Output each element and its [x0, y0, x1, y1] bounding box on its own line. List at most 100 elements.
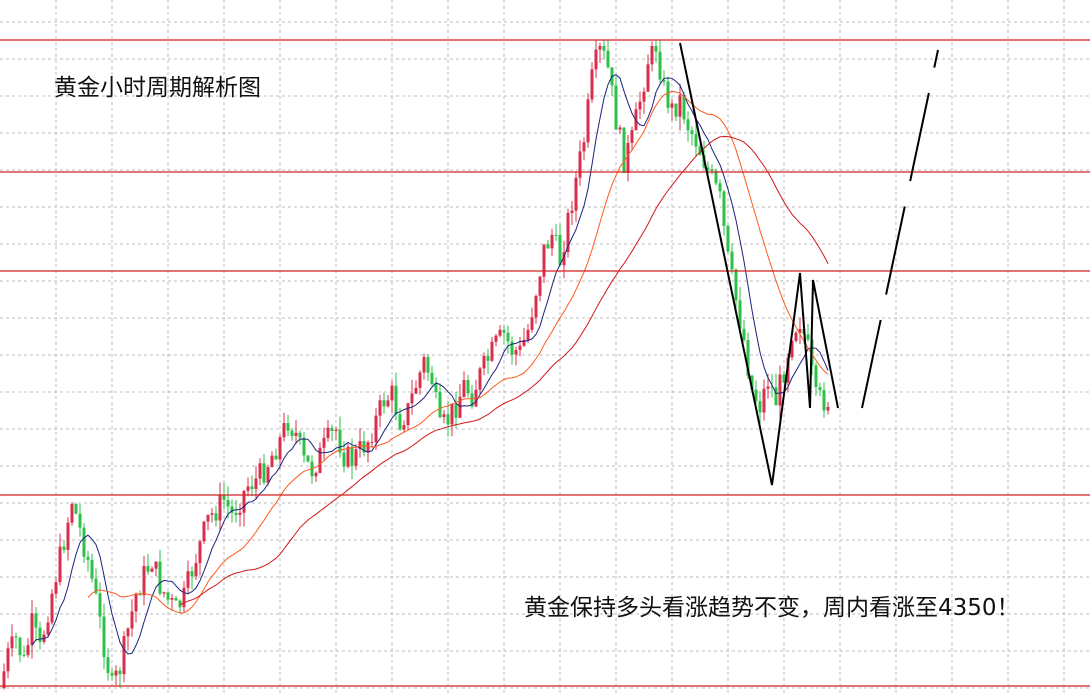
projection-zigzag — [679, 42, 839, 486]
candle-body — [470, 393, 474, 407]
candle-body — [106, 657, 110, 673]
candle-body — [214, 513, 218, 521]
candle-body — [390, 385, 394, 401]
candle-body — [686, 119, 690, 131]
candle-body — [226, 500, 230, 507]
candle-body — [698, 146, 702, 155]
candle-body — [758, 401, 762, 413]
candle-body — [734, 269, 738, 301]
candle-body — [162, 592, 166, 594]
candle-body — [306, 455, 310, 462]
candle-body — [622, 127, 626, 173]
candle-body — [602, 46, 606, 51]
candle-body — [694, 134, 698, 147]
candle-body — [2, 671, 6, 688]
candle-body — [254, 478, 258, 489]
candle-body — [246, 486, 250, 491]
candle-body — [550, 234, 554, 249]
candle-body — [638, 101, 642, 110]
candle-body — [394, 385, 398, 415]
candle-body — [614, 85, 618, 130]
candle-body — [198, 541, 202, 564]
candle-body — [398, 414, 402, 430]
candle-body — [466, 380, 470, 394]
candle-body — [346, 446, 350, 467]
candle-body — [482, 356, 486, 369]
candle-body — [342, 452, 346, 467]
candle-body — [822, 390, 826, 411]
candle-body — [526, 329, 530, 340]
candle-body — [710, 169, 714, 171]
candle-body — [322, 437, 326, 448]
candle-body — [178, 600, 182, 608]
candle-body — [358, 441, 362, 450]
candle-body — [498, 329, 502, 336]
candle-body — [806, 334, 810, 340]
candle-body — [458, 396, 462, 418]
candle-body — [650, 46, 654, 65]
candle-body — [374, 415, 378, 442]
candle-body — [382, 400, 386, 407]
candle-body — [274, 455, 278, 460]
candle-body — [742, 328, 746, 340]
candle-body — [706, 167, 710, 170]
candle-body — [150, 568, 154, 572]
candle-body — [298, 432, 302, 438]
candle-body — [654, 46, 658, 52]
candle-body — [510, 341, 514, 355]
candle-body — [454, 403, 458, 418]
candle-body — [14, 636, 18, 638]
candle-body — [334, 429, 338, 431]
candle-body — [38, 627, 42, 642]
candle-body — [282, 423, 286, 438]
candle-body — [34, 613, 38, 628]
candle-body — [562, 252, 566, 266]
candle-body — [46, 622, 50, 635]
candle-body — [330, 427, 334, 431]
chart-title: 黄金小时周期解析图 — [54, 75, 261, 101]
candle-body — [554, 234, 558, 236]
candle-body — [782, 374, 786, 383]
candle-body — [642, 91, 646, 102]
candle-body — [494, 335, 498, 342]
candle-body — [450, 403, 454, 425]
candle-body — [626, 142, 630, 173]
candle-body — [262, 463, 266, 483]
candle-body — [210, 513, 214, 515]
candle-body — [630, 130, 634, 143]
candle-body — [62, 546, 66, 550]
projection-forecast-line — [861, 49, 939, 409]
candle-body — [202, 521, 206, 542]
candle-body — [586, 99, 590, 143]
candle-body — [558, 234, 562, 266]
candle-body — [426, 357, 430, 373]
candle-body — [258, 463, 262, 479]
candle-body — [714, 170, 718, 184]
candle-body — [538, 276, 542, 296]
candle-body — [242, 490, 246, 513]
candle-body — [486, 356, 490, 361]
candle-body — [646, 64, 650, 92]
candle-body — [98, 593, 102, 617]
candle-body — [814, 365, 818, 388]
candle-body — [798, 329, 802, 333]
candle-body — [406, 403, 410, 426]
candle-body — [218, 495, 222, 521]
candle-body — [54, 582, 58, 594]
candle-body — [378, 400, 382, 416]
candle-body — [446, 414, 450, 425]
candle-body — [66, 522, 70, 550]
candle-body — [138, 594, 142, 596]
candle-body — [250, 486, 254, 489]
candle-body — [366, 442, 370, 453]
candle-body — [658, 51, 662, 80]
candle-body — [286, 423, 290, 431]
candle-body — [10, 636, 14, 649]
candle-body — [778, 374, 782, 406]
candle-body — [94, 578, 98, 594]
candle-body — [194, 563, 198, 577]
candle-body — [386, 400, 390, 407]
candle-body — [418, 372, 422, 388]
candle-body — [102, 616, 106, 658]
candle-body — [278, 437, 282, 460]
